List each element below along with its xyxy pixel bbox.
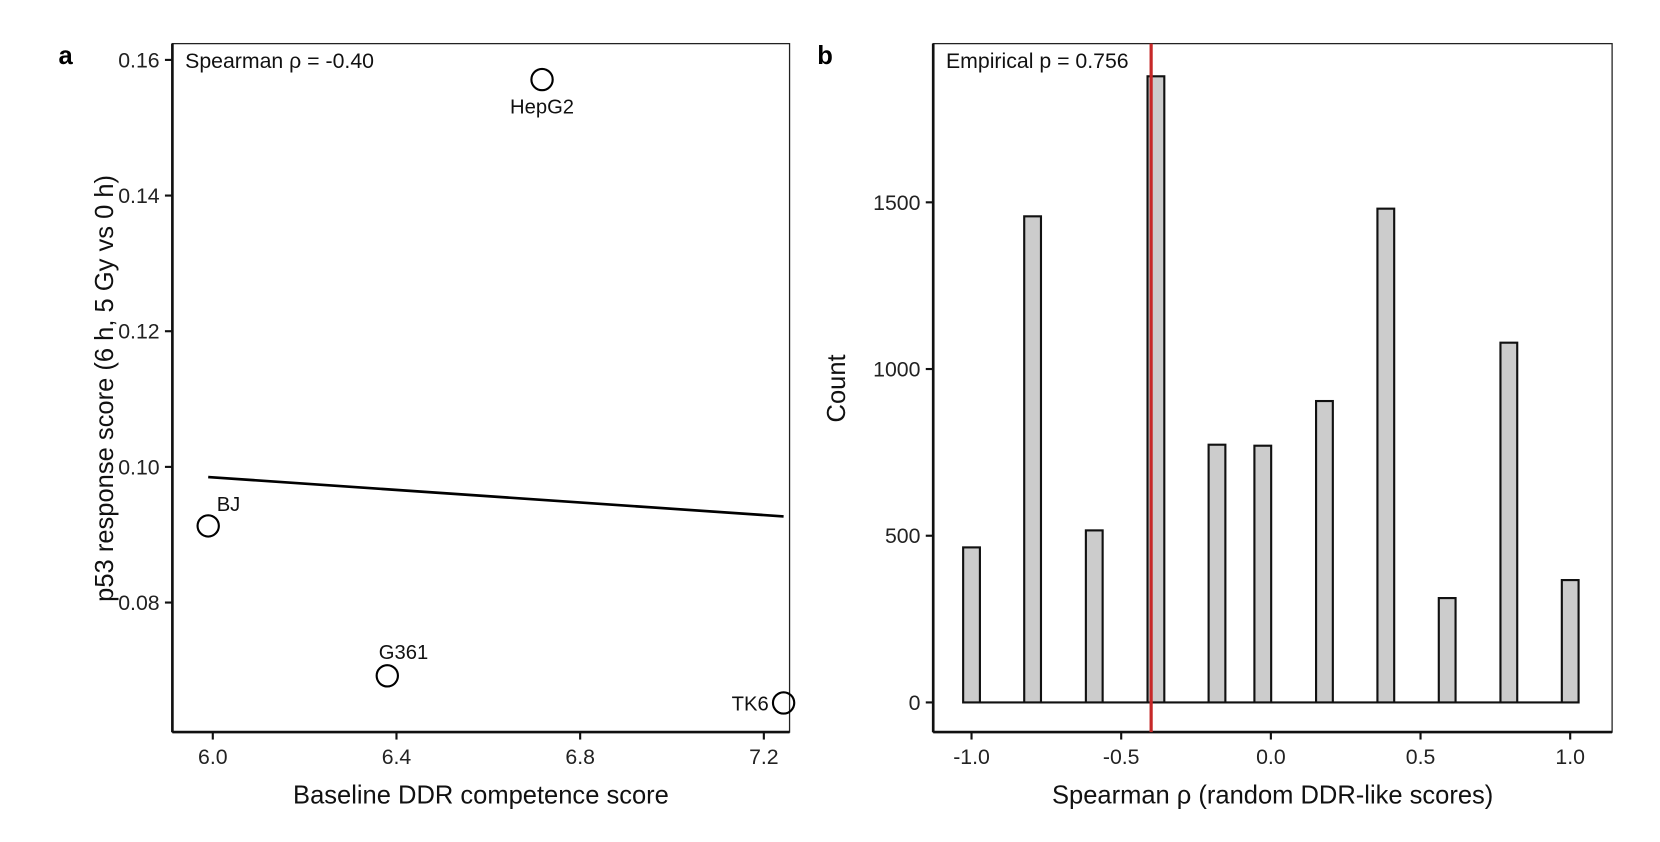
x-tick-label: -0.5	[1103, 745, 1140, 769]
x-tick-label: 0.0	[1256, 745, 1286, 769]
histogram-bar	[1023, 215, 1043, 704]
data-point-bj	[196, 514, 220, 538]
histogram-bar	[1253, 444, 1273, 704]
y-tick-label: 0.16	[118, 48, 159, 72]
y-tick-label: 0.08	[118, 591, 159, 615]
y-tick-label: 500	[885, 524, 920, 548]
panel-b-label: b	[817, 42, 833, 70]
x-tick-label: 1.0	[1555, 745, 1585, 769]
histogram-bar	[1376, 207, 1396, 704]
histogram-bar	[1560, 579, 1580, 704]
plot-border	[171, 42, 791, 733]
histogram-panel: -1.0 -0.5 0.0 0.5 1.0 0 500 1000 1500	[873, 42, 1613, 769]
x-tick-label: 7.2	[749, 745, 779, 769]
x-axis-title-b: Spearman ρ (random DDR-like scores)	[1052, 781, 1493, 809]
point-label: G361	[379, 642, 428, 664]
y-axis-title-b: Count	[823, 354, 851, 422]
data-point-tk6	[771, 691, 796, 715]
spearman-annotation: Spearman ρ = -0.40	[185, 49, 374, 73]
x-tick-label: -1.0	[953, 745, 990, 769]
y-tick-label: 0.12	[118, 320, 159, 344]
point-label: TK6	[732, 693, 769, 715]
point-label: HepG2	[510, 97, 574, 119]
x-tick-label: 6.4	[382, 745, 412, 769]
histogram-bar	[1084, 529, 1104, 704]
regression-line	[208, 475, 784, 518]
empirical-p-annotation: Empirical p = 0.756	[946, 49, 1129, 73]
x-tick-label: 0.5	[1406, 745, 1436, 769]
histogram-bar	[1207, 443, 1227, 704]
panel-a-label: a	[59, 42, 74, 70]
x-axis-title-a: Baseline DDR competence score	[293, 781, 669, 809]
y-axis-title-a: p53 response score (6 h, 5 Gy vs 0 h)	[91, 175, 119, 602]
histogram-bar	[1437, 597, 1457, 704]
y-tick-label: 1500	[873, 191, 920, 215]
y-tick-label: 0	[909, 691, 921, 715]
data-point-hepg2	[530, 67, 554, 92]
y-tick-label: 0.14	[118, 184, 160, 208]
histogram-bar	[1315, 399, 1334, 704]
histogram-bar	[962, 546, 981, 704]
x-tick-label: 6.0	[198, 745, 228, 769]
data-point-g361	[375, 664, 399, 688]
x-tick-label: 6.8	[565, 745, 595, 769]
y-tick-label: 0.10	[118, 455, 159, 479]
point-label: BJ	[217, 494, 241, 516]
y-tick-label: 1000	[873, 357, 920, 381]
histogram-bar	[1499, 341, 1519, 704]
scatter-panel: 6.0 6.4 6.8 7.2 0.08 0.10 0.12 0.14 0.16 BJ G361 He…	[118, 42, 796, 769]
